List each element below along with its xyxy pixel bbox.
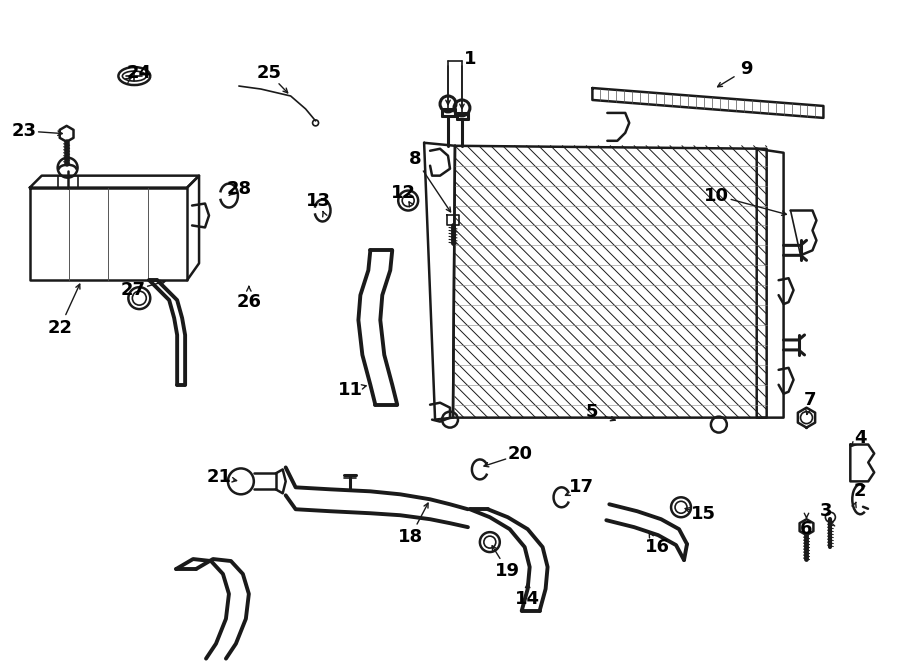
Text: 20: 20 <box>508 446 532 463</box>
Text: 3: 3 <box>820 502 832 520</box>
Text: 15: 15 <box>691 505 716 523</box>
Text: 24: 24 <box>127 64 152 82</box>
Text: 9: 9 <box>741 60 753 78</box>
Text: 8: 8 <box>409 150 421 167</box>
Text: 11: 11 <box>338 381 363 399</box>
Text: 2: 2 <box>854 483 867 500</box>
Text: 16: 16 <box>644 538 670 556</box>
Text: 13: 13 <box>306 191 331 210</box>
Text: 25: 25 <box>256 64 282 82</box>
Text: 17: 17 <box>569 479 594 496</box>
Text: 23: 23 <box>12 122 36 140</box>
Text: 7: 7 <box>805 391 816 408</box>
Text: 26: 26 <box>237 293 261 311</box>
Text: 19: 19 <box>495 562 520 580</box>
Text: 4: 4 <box>854 428 867 447</box>
Text: 1: 1 <box>464 50 476 68</box>
Text: 18: 18 <box>398 528 423 546</box>
Text: 28: 28 <box>226 179 251 197</box>
Text: 22: 22 <box>47 319 72 337</box>
Text: 5: 5 <box>585 402 598 420</box>
Text: 6: 6 <box>800 520 813 538</box>
Text: 14: 14 <box>515 590 540 608</box>
Text: 21: 21 <box>206 469 231 487</box>
Text: 12: 12 <box>391 183 416 202</box>
Text: 27: 27 <box>121 281 146 299</box>
Text: 10: 10 <box>705 187 729 205</box>
